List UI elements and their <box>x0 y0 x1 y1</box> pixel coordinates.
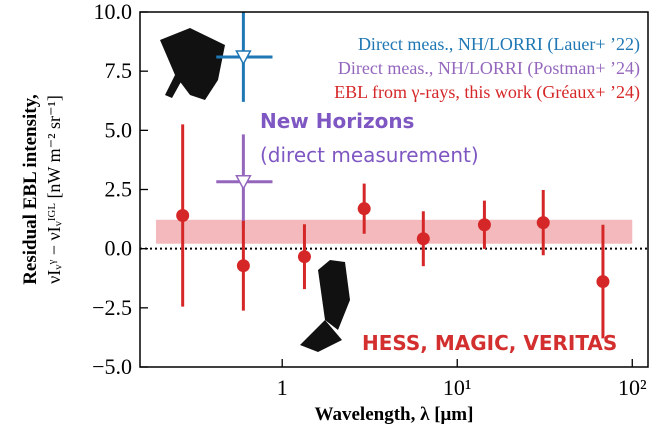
y-tick-label: 2.5 <box>105 177 133 202</box>
annotation: (direct measurement) <box>260 143 479 167</box>
y-tick-label: −2.5 <box>92 295 132 320</box>
point <box>596 275 609 288</box>
chart: −5.0 −2.5 0.0 2.5 5.0 7.5 10.0 1 10¹ 10² Wavelengt… <box>0 0 662 428</box>
point <box>417 232 430 245</box>
point <box>176 209 189 222</box>
x-tick-label: 10¹ <box>443 375 472 400</box>
point <box>358 202 371 215</box>
y-tick-label: 5.0 <box>105 117 133 142</box>
point <box>298 250 311 263</box>
legend-entry: Direct meas., NH/LORRI (Lauer+ ’22) <box>358 34 640 55</box>
point <box>478 218 491 231</box>
band <box>156 220 632 244</box>
annotation: HESS, MAGIC, VERITAS <box>362 331 617 355</box>
point <box>537 216 550 229</box>
y-tick-label: 0.0 <box>105 236 133 261</box>
legend-entry: EBL from γ-rays, this work (Gréaux+ ’24) <box>334 82 640 103</box>
annotation: New Horizons <box>260 109 414 133</box>
legend-entry: Direct meas., NH/LORRI (Postman+ ’24) <box>338 58 640 79</box>
y-tick-label: 7.5 <box>105 58 133 83</box>
telescope-illustration <box>160 28 350 352</box>
y-axis-label: νIᵥᵞ − νIᵥᴵᴳᴸ [nW m⁻² sr⁻¹] <box>44 95 64 284</box>
point <box>237 259 250 272</box>
x-tick-label: 1 <box>277 375 288 400</box>
y-tick-label: −5.0 <box>92 354 132 379</box>
x-axis-label: Wavelength, λ [μm] <box>315 404 474 425</box>
y-axis-label: Residual EBL intensity, <box>20 94 41 285</box>
y-tick-label: 10.0 <box>94 0 133 24</box>
x-tick-label: 10² <box>618 375 647 400</box>
